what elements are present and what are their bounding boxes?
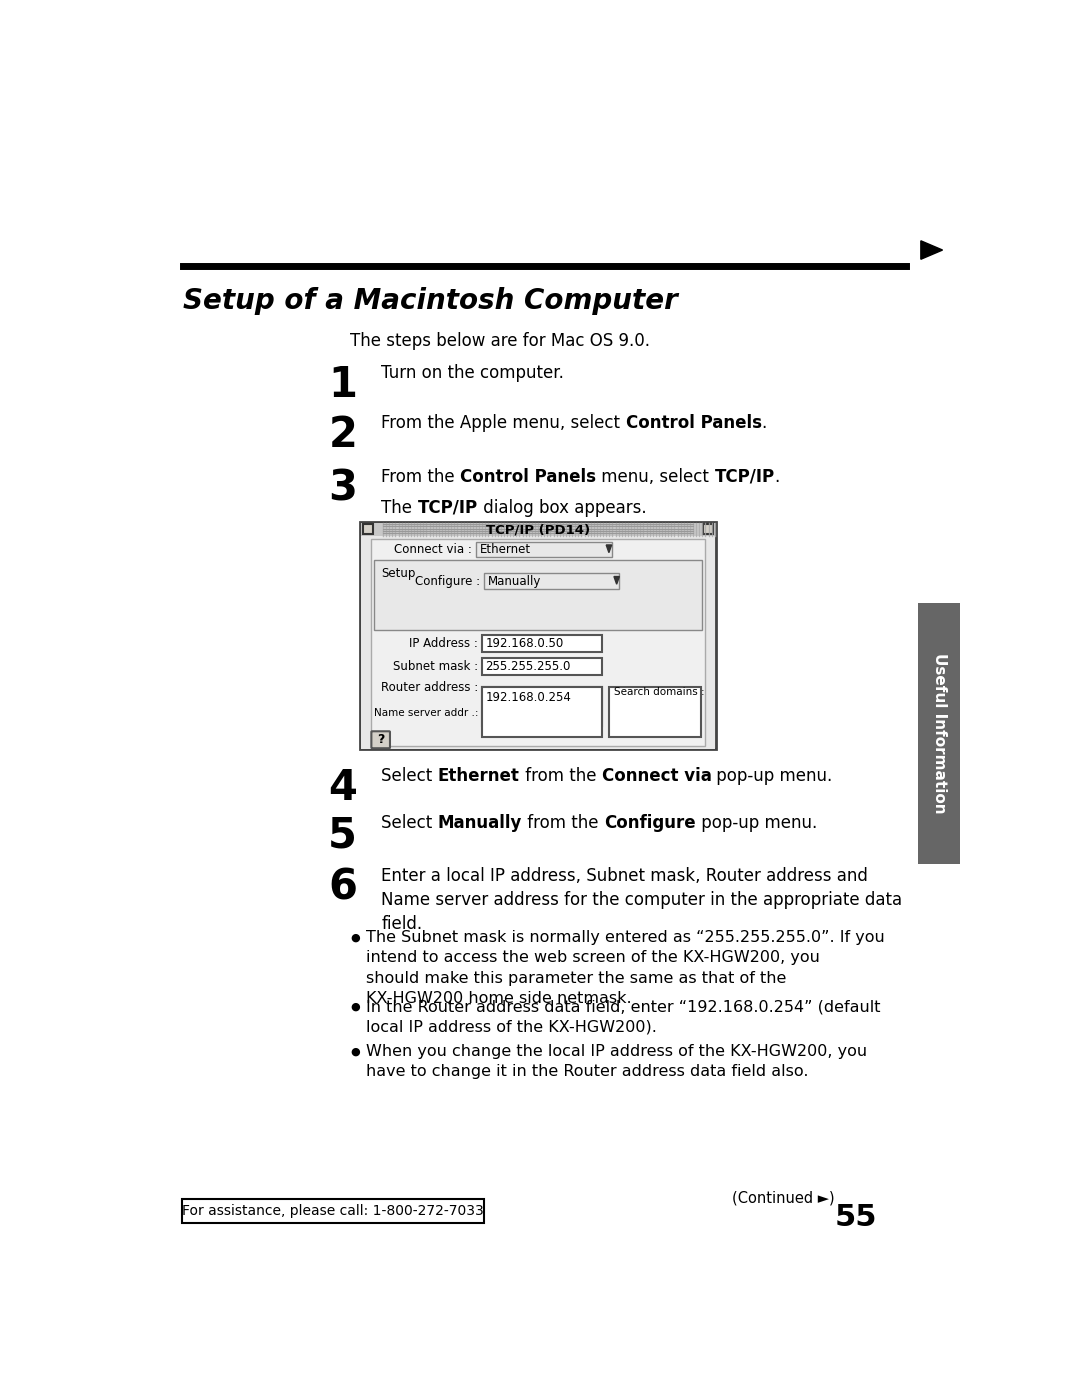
Text: 192.168.0.50: 192.168.0.50 [485,637,564,650]
Text: ●: ● [350,1046,361,1056]
Text: Configure :: Configure : [415,574,480,588]
Text: Enter a local IP address, Subnet mask, Router address and
Name server address fo: Enter a local IP address, Subnet mask, R… [381,866,903,933]
Text: Name server addr .:: Name server addr .: [374,708,478,718]
Text: 1: 1 [328,365,357,407]
Text: Router address :: Router address : [381,680,478,694]
FancyBboxPatch shape [482,687,603,738]
Text: Configure: Configure [604,814,696,833]
Text: from the: from the [519,767,602,785]
FancyBboxPatch shape [360,522,716,749]
Text: Select: Select [381,814,438,833]
Text: 55: 55 [835,1203,877,1232]
Text: Subnet mask :: Subnet mask : [393,661,478,673]
Text: The steps below are for Mac OS 9.0.: The steps below are for Mac OS 9.0. [350,331,650,349]
Text: ●: ● [350,1002,361,1011]
Text: ?: ? [377,733,384,746]
Text: The Subnet mask is normally entered as “255.255.255.0”. If you
intend to access : The Subnet mask is normally entered as “… [366,930,885,1006]
Text: menu, select: menu, select [596,468,715,486]
Text: 255.255.255.0: 255.255.255.0 [485,661,570,673]
Text: The: The [381,499,418,517]
FancyBboxPatch shape [362,535,715,749]
FancyBboxPatch shape [372,731,390,749]
Text: Control Panels: Control Panels [460,468,596,486]
Text: For assistance, please call: 1-800-272-7033: For assistance, please call: 1-800-272-7… [181,1204,484,1218]
FancyBboxPatch shape [918,602,960,865]
Text: From the: From the [381,468,460,486]
Text: Manually: Manually [488,574,541,588]
Text: Connect via: Connect via [602,767,712,785]
Text: 192.168.0.254: 192.168.0.254 [485,692,571,704]
FancyBboxPatch shape [362,524,715,535]
Text: Search domains :: Search domains : [613,687,704,697]
FancyBboxPatch shape [482,658,603,675]
FancyBboxPatch shape [482,687,603,726]
Text: ●: ● [350,932,361,942]
Text: Turn on the computer.: Turn on the computer. [381,365,565,381]
FancyBboxPatch shape [181,1200,484,1222]
Text: Manually: Manually [438,814,523,833]
Text: 5: 5 [328,814,357,856]
Text: Setup of a Macintosh Computer: Setup of a Macintosh Computer [183,286,678,314]
Text: .: . [761,414,767,432]
Text: Ethernet: Ethernet [438,767,519,785]
Text: Connect via :: Connect via : [394,543,472,556]
Text: TCP/IP: TCP/IP [715,468,774,486]
Text: 3: 3 [328,468,357,510]
Text: dialog box appears.: dialog box appears. [477,499,647,517]
Text: TCP/IP: TCP/IP [418,499,477,517]
Text: IP Address :: IP Address : [409,637,478,650]
Text: Control Panels: Control Panels [625,414,761,432]
Polygon shape [606,545,611,553]
FancyBboxPatch shape [374,560,702,630]
Text: Select: Select [381,767,438,785]
Polygon shape [613,577,619,584]
Text: Useful Information: Useful Information [932,654,946,814]
FancyBboxPatch shape [482,636,603,652]
Text: 6: 6 [328,866,357,909]
FancyBboxPatch shape [372,539,704,746]
Text: TCP/IP (PD14): TCP/IP (PD14) [486,522,590,536]
Text: .: . [774,468,780,486]
Text: from the: from the [523,814,604,833]
Text: pop-up menu.: pop-up menu. [696,814,816,833]
FancyBboxPatch shape [476,542,611,557]
Text: When you change the local IP address of the KX-HGW200, you
have to change it in : When you change the local IP address of … [366,1044,867,1080]
Text: pop-up menu.: pop-up menu. [712,767,833,785]
Text: From the Apple menu, select: From the Apple menu, select [381,414,625,432]
FancyBboxPatch shape [609,687,701,738]
Text: 2: 2 [328,414,357,455]
FancyBboxPatch shape [484,573,619,588]
FancyBboxPatch shape [703,524,713,534]
Polygon shape [921,240,943,260]
Text: Setup: Setup [381,567,416,580]
Text: (Continued ►): (Continued ►) [732,1190,835,1206]
Text: In the Router address data field, enter “192.168.0.254” (default
local IP addres: In the Router address data field, enter … [366,999,880,1035]
Text: Ethernet: Ethernet [480,543,531,556]
FancyBboxPatch shape [363,524,373,534]
Text: 4: 4 [328,767,357,809]
